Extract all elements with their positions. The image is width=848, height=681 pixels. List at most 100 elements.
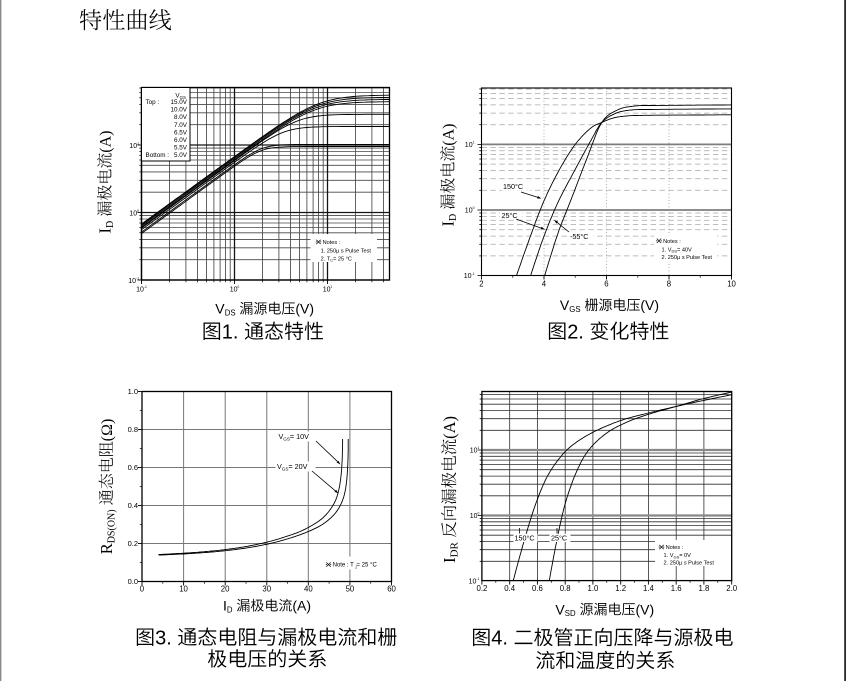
- svg-text:-1: -1: [136, 276, 139, 280]
- svg-text:1.2: 1.2: [615, 584, 626, 593]
- svg-text:= 0V: = 0V: [679, 553, 691, 559]
- svg-text:10: 10: [136, 287, 144, 294]
- svg-text:40: 40: [304, 585, 313, 594]
- svg-text:1: 1: [478, 446, 480, 450]
- svg-text:= 25: = 25: [333, 256, 344, 262]
- svg-text:I: I: [439, 221, 458, 227]
- svg-text:5.0V: 5.0V: [174, 152, 188, 159]
- svg-text:1.0: 1.0: [128, 387, 138, 396]
- svg-text:GS: GS: [569, 305, 580, 314]
- svg-text:10: 10: [465, 208, 473, 215]
- svg-text:10: 10: [465, 142, 473, 149]
- svg-text:10: 10: [464, 273, 472, 280]
- svg-text:10: 10: [470, 513, 478, 520]
- svg-text:V: V: [175, 93, 180, 100]
- svg-text:7.0V: 7.0V: [174, 122, 188, 129]
- svg-text:°C: °C: [346, 256, 352, 262]
- svg-text:1.6: 1.6: [671, 584, 682, 593]
- svg-text:(V): (V): [636, 601, 655, 617]
- svg-text:DR: DR: [449, 541, 461, 557]
- svg-text:10: 10: [128, 278, 136, 285]
- svg-text:10.0V: 10.0V: [171, 107, 188, 114]
- svg-text:3.: 3.: [155, 627, 172, 649]
- svg-text:I: I: [223, 598, 227, 614]
- svg-text:10: 10: [179, 585, 188, 594]
- svg-text:0.4: 0.4: [504, 584, 516, 593]
- svg-text:(A): (A): [440, 416, 459, 439]
- svg-text:10: 10: [129, 210, 137, 217]
- svg-text:1: 1: [330, 285, 332, 289]
- svg-text:10: 10: [129, 143, 137, 150]
- svg-text:10: 10: [469, 579, 477, 586]
- svg-text:2. 250µ s Pulse Test: 2. 250µ s Pulse Test: [664, 560, 715, 566]
- svg-text:1.4: 1.4: [643, 584, 655, 593]
- svg-text:Note : T: Note : T: [333, 563, 355, 569]
- svg-text:(A): (A): [292, 598, 311, 614]
- svg-text:0.6: 0.6: [532, 584, 543, 593]
- svg-text:1. V: 1. V: [664, 553, 674, 559]
- svg-text:1. 250µ s Pulse Test: 1. 250µ s Pulse Test: [321, 249, 372, 255]
- svg-text:1.0: 1.0: [588, 584, 600, 593]
- svg-text:10: 10: [727, 280, 736, 289]
- svg-text:4.: 4.: [491, 628, 508, 650]
- svg-text:4: 4: [542, 280, 547, 289]
- svg-text:0: 0: [137, 209, 139, 213]
- svg-text:5.5V: 5.5V: [174, 145, 188, 152]
- svg-text:V: V: [279, 432, 284, 441]
- svg-text:I: I: [96, 228, 115, 234]
- svg-text:°C: °C: [370, 563, 377, 569]
- svg-text:): ): [99, 419, 116, 424]
- svg-text:1.: 1.: [222, 321, 239, 343]
- svg-text:DS: DS: [672, 249, 678, 254]
- svg-text:°C: °C: [580, 232, 588, 241]
- svg-text:1: 1: [473, 141, 475, 145]
- svg-text:0.4: 0.4: [128, 501, 138, 510]
- svg-text:°C: °C: [527, 534, 535, 543]
- svg-text:GS: GS: [180, 95, 186, 100]
- svg-text:Bottom :: Bottom :: [146, 152, 170, 159]
- svg-text:(V): (V): [640, 297, 659, 313]
- svg-text:6.5V: 6.5V: [174, 129, 188, 136]
- svg-text:(: (: [99, 436, 116, 441]
- svg-text:1.8: 1.8: [699, 584, 710, 593]
- svg-text:I: I: [440, 557, 459, 563]
- svg-text:10: 10: [323, 287, 331, 294]
- svg-text:j: j: [355, 564, 357, 569]
- svg-text:30: 30: [262, 585, 271, 594]
- svg-text:10: 10: [470, 448, 478, 455]
- svg-text:Top :: Top :: [146, 99, 160, 106]
- svg-text:= 25: = 25: [357, 563, 370, 569]
- svg-text:= 20V: = 20V: [288, 462, 307, 471]
- svg-text:6.0V: 6.0V: [174, 137, 188, 144]
- svg-text:V: V: [277, 462, 282, 471]
- svg-text:-1: -1: [476, 577, 479, 581]
- svg-text:V: V: [215, 301, 225, 317]
- svg-text:2. 250µ s Pulse Test: 2. 250µ s Pulse Test: [662, 255, 713, 261]
- svg-text:GS: GS: [674, 554, 680, 559]
- svg-text:GS: GS: [282, 466, 289, 471]
- svg-text:V: V: [555, 601, 565, 617]
- svg-text:25: 25: [551, 534, 559, 543]
- svg-text:(A): (A): [441, 123, 458, 145]
- svg-text:°C: °C: [510, 211, 518, 220]
- svg-text:(V): (V): [295, 301, 314, 317]
- svg-text:0.8: 0.8: [560, 584, 571, 593]
- svg-text:= 10V: = 10V: [290, 432, 309, 441]
- svg-text:0: 0: [473, 206, 475, 210]
- svg-text:SD: SD: [565, 609, 576, 618]
- svg-text:1: 1: [137, 141, 139, 145]
- svg-text:DS(ON): DS(ON): [106, 509, 117, 543]
- svg-text:GS: GS: [283, 436, 290, 441]
- svg-text:R: R: [97, 543, 116, 554]
- svg-text:C: C: [330, 258, 333, 263]
- svg-text:0.2: 0.2: [128, 539, 138, 548]
- svg-text:V: V: [560, 297, 570, 313]
- svg-text:1. V: 1. V: [662, 247, 672, 253]
- svg-text:150: 150: [515, 534, 527, 543]
- svg-text:0: 0: [237, 285, 239, 289]
- svg-text:10: 10: [230, 287, 238, 294]
- svg-text:50: 50: [346, 585, 355, 594]
- svg-text:2. T: 2. T: [321, 256, 331, 262]
- svg-text:0.6: 0.6: [128, 463, 138, 472]
- svg-text:150: 150: [503, 182, 515, 191]
